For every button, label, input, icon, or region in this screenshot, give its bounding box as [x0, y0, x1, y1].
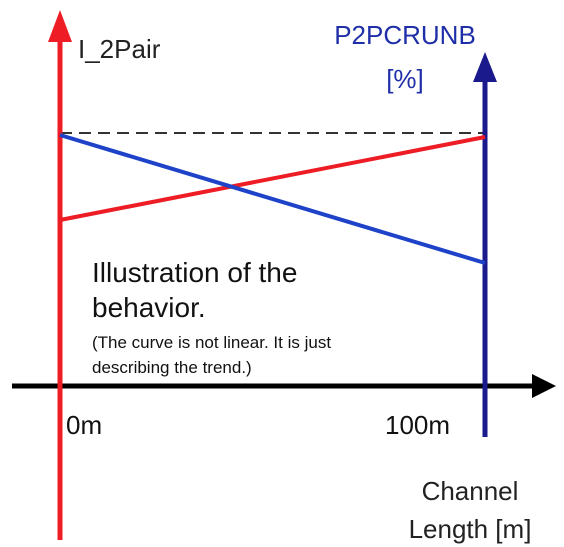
- note-line: behavior.: [92, 292, 206, 323]
- right-axis-arrow: [473, 52, 497, 82]
- left-axis-label: I_2Pair: [78, 34, 161, 64]
- red-trend-line: [59, 135, 486, 222]
- x-axis-label: Channel: [422, 476, 519, 506]
- note-small-line: (The curve is not linear. It is just: [92, 333, 331, 352]
- left-axis-arrow: [48, 10, 72, 42]
- blue-trend-line: [59, 133, 486, 265]
- right-axis-label: P2PCRUNB: [334, 20, 476, 50]
- x-start-label: 0m: [66, 410, 102, 440]
- right-axis-unit: [%]: [386, 64, 424, 94]
- note-line: Illustration of the: [92, 257, 297, 288]
- x-axis-label: Length [m]: [409, 514, 532, 544]
- x-end-label: 100m: [385, 410, 450, 440]
- note-small-line: describing the trend.): [92, 358, 252, 377]
- x-axis-arrow: [532, 374, 556, 398]
